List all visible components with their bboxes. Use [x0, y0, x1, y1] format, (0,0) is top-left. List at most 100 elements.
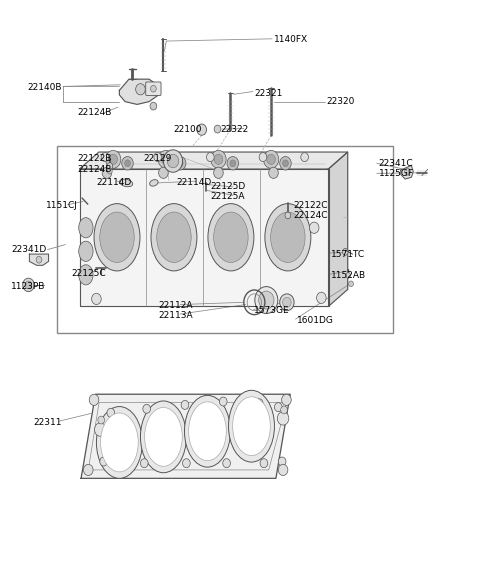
Circle shape [269, 167, 278, 178]
Text: 22140B: 22140B [27, 83, 61, 92]
Ellipse shape [94, 203, 140, 271]
Circle shape [25, 281, 32, 289]
Circle shape [346, 273, 350, 278]
Circle shape [283, 160, 288, 167]
Polygon shape [29, 254, 48, 265]
Circle shape [267, 155, 276, 165]
Circle shape [136, 84, 145, 95]
Ellipse shape [96, 406, 143, 478]
Circle shape [36, 256, 42, 263]
Ellipse shape [157, 212, 191, 262]
Text: 22125A: 22125A [210, 192, 245, 201]
Ellipse shape [100, 413, 138, 472]
Text: 22114D: 22114D [96, 178, 132, 187]
Circle shape [109, 155, 118, 165]
Polygon shape [80, 169, 328, 306]
Ellipse shape [150, 180, 158, 186]
Text: 22321: 22321 [254, 89, 283, 98]
Text: 1140FX: 1140FX [274, 35, 308, 44]
Polygon shape [328, 152, 348, 306]
Circle shape [223, 459, 230, 468]
Circle shape [259, 153, 267, 162]
Circle shape [348, 281, 353, 287]
Circle shape [100, 457, 108, 466]
Ellipse shape [144, 407, 182, 466]
Polygon shape [401, 166, 413, 179]
Circle shape [206, 153, 214, 162]
Circle shape [219, 397, 227, 406]
Circle shape [317, 292, 326, 303]
Text: 22114D: 22114D [177, 178, 212, 187]
Circle shape [107, 408, 115, 417]
Circle shape [211, 151, 226, 168]
Circle shape [278, 457, 286, 466]
Text: 22124C: 22124C [294, 211, 328, 220]
Text: 22125D: 22125D [210, 182, 246, 191]
Ellipse shape [233, 397, 270, 456]
Circle shape [214, 125, 221, 133]
Circle shape [230, 160, 236, 167]
Text: 1123PB: 1123PB [11, 282, 46, 291]
Circle shape [277, 411, 289, 425]
Circle shape [151, 85, 156, 92]
Ellipse shape [151, 203, 197, 271]
Circle shape [108, 168, 112, 174]
Ellipse shape [214, 212, 248, 262]
Circle shape [150, 102, 157, 110]
FancyBboxPatch shape [57, 147, 393, 333]
Circle shape [84, 464, 93, 475]
Circle shape [143, 404, 151, 413]
Text: 22122B: 22122B [77, 155, 112, 164]
Circle shape [283, 297, 291, 307]
Circle shape [260, 459, 268, 468]
Text: 1571TC: 1571TC [331, 250, 365, 259]
Circle shape [255, 287, 278, 314]
Ellipse shape [100, 212, 134, 262]
Circle shape [280, 294, 294, 311]
Text: 22311: 22311 [33, 418, 62, 427]
Circle shape [285, 212, 291, 219]
Ellipse shape [228, 391, 275, 462]
Circle shape [197, 124, 206, 135]
Circle shape [158, 167, 168, 178]
Text: 22341D: 22341D [11, 245, 47, 254]
Circle shape [125, 160, 131, 167]
Ellipse shape [79, 217, 93, 238]
Polygon shape [120, 79, 158, 105]
Circle shape [227, 157, 239, 170]
Circle shape [122, 157, 133, 170]
Text: 22322: 22322 [221, 125, 249, 134]
Text: 22124B: 22124B [77, 108, 112, 117]
Circle shape [182, 459, 190, 468]
Text: 22113A: 22113A [158, 311, 193, 320]
Ellipse shape [265, 203, 311, 271]
Circle shape [282, 395, 291, 405]
Circle shape [405, 168, 410, 175]
Circle shape [264, 151, 279, 168]
Ellipse shape [271, 212, 305, 262]
Ellipse shape [79, 241, 93, 261]
Circle shape [89, 395, 99, 405]
Ellipse shape [184, 395, 230, 467]
Circle shape [161, 155, 170, 165]
Circle shape [214, 155, 223, 165]
Ellipse shape [189, 402, 226, 461]
Text: 22125C: 22125C [72, 269, 106, 278]
Circle shape [177, 160, 183, 167]
Circle shape [280, 157, 291, 170]
Circle shape [181, 400, 189, 409]
Circle shape [106, 151, 121, 168]
Text: 1151CJ: 1151CJ [46, 201, 78, 210]
Text: 22129: 22129 [144, 155, 172, 164]
Circle shape [141, 459, 148, 468]
Text: 22341C: 22341C [379, 159, 413, 168]
Circle shape [255, 398, 263, 407]
Circle shape [259, 291, 274, 309]
Circle shape [342, 248, 348, 255]
Ellipse shape [120, 179, 132, 187]
Ellipse shape [141, 401, 186, 473]
Text: 1601DG: 1601DG [297, 316, 333, 325]
Text: 22320: 22320 [326, 97, 355, 106]
Circle shape [23, 278, 34, 292]
Text: 22124B: 22124B [77, 165, 112, 174]
